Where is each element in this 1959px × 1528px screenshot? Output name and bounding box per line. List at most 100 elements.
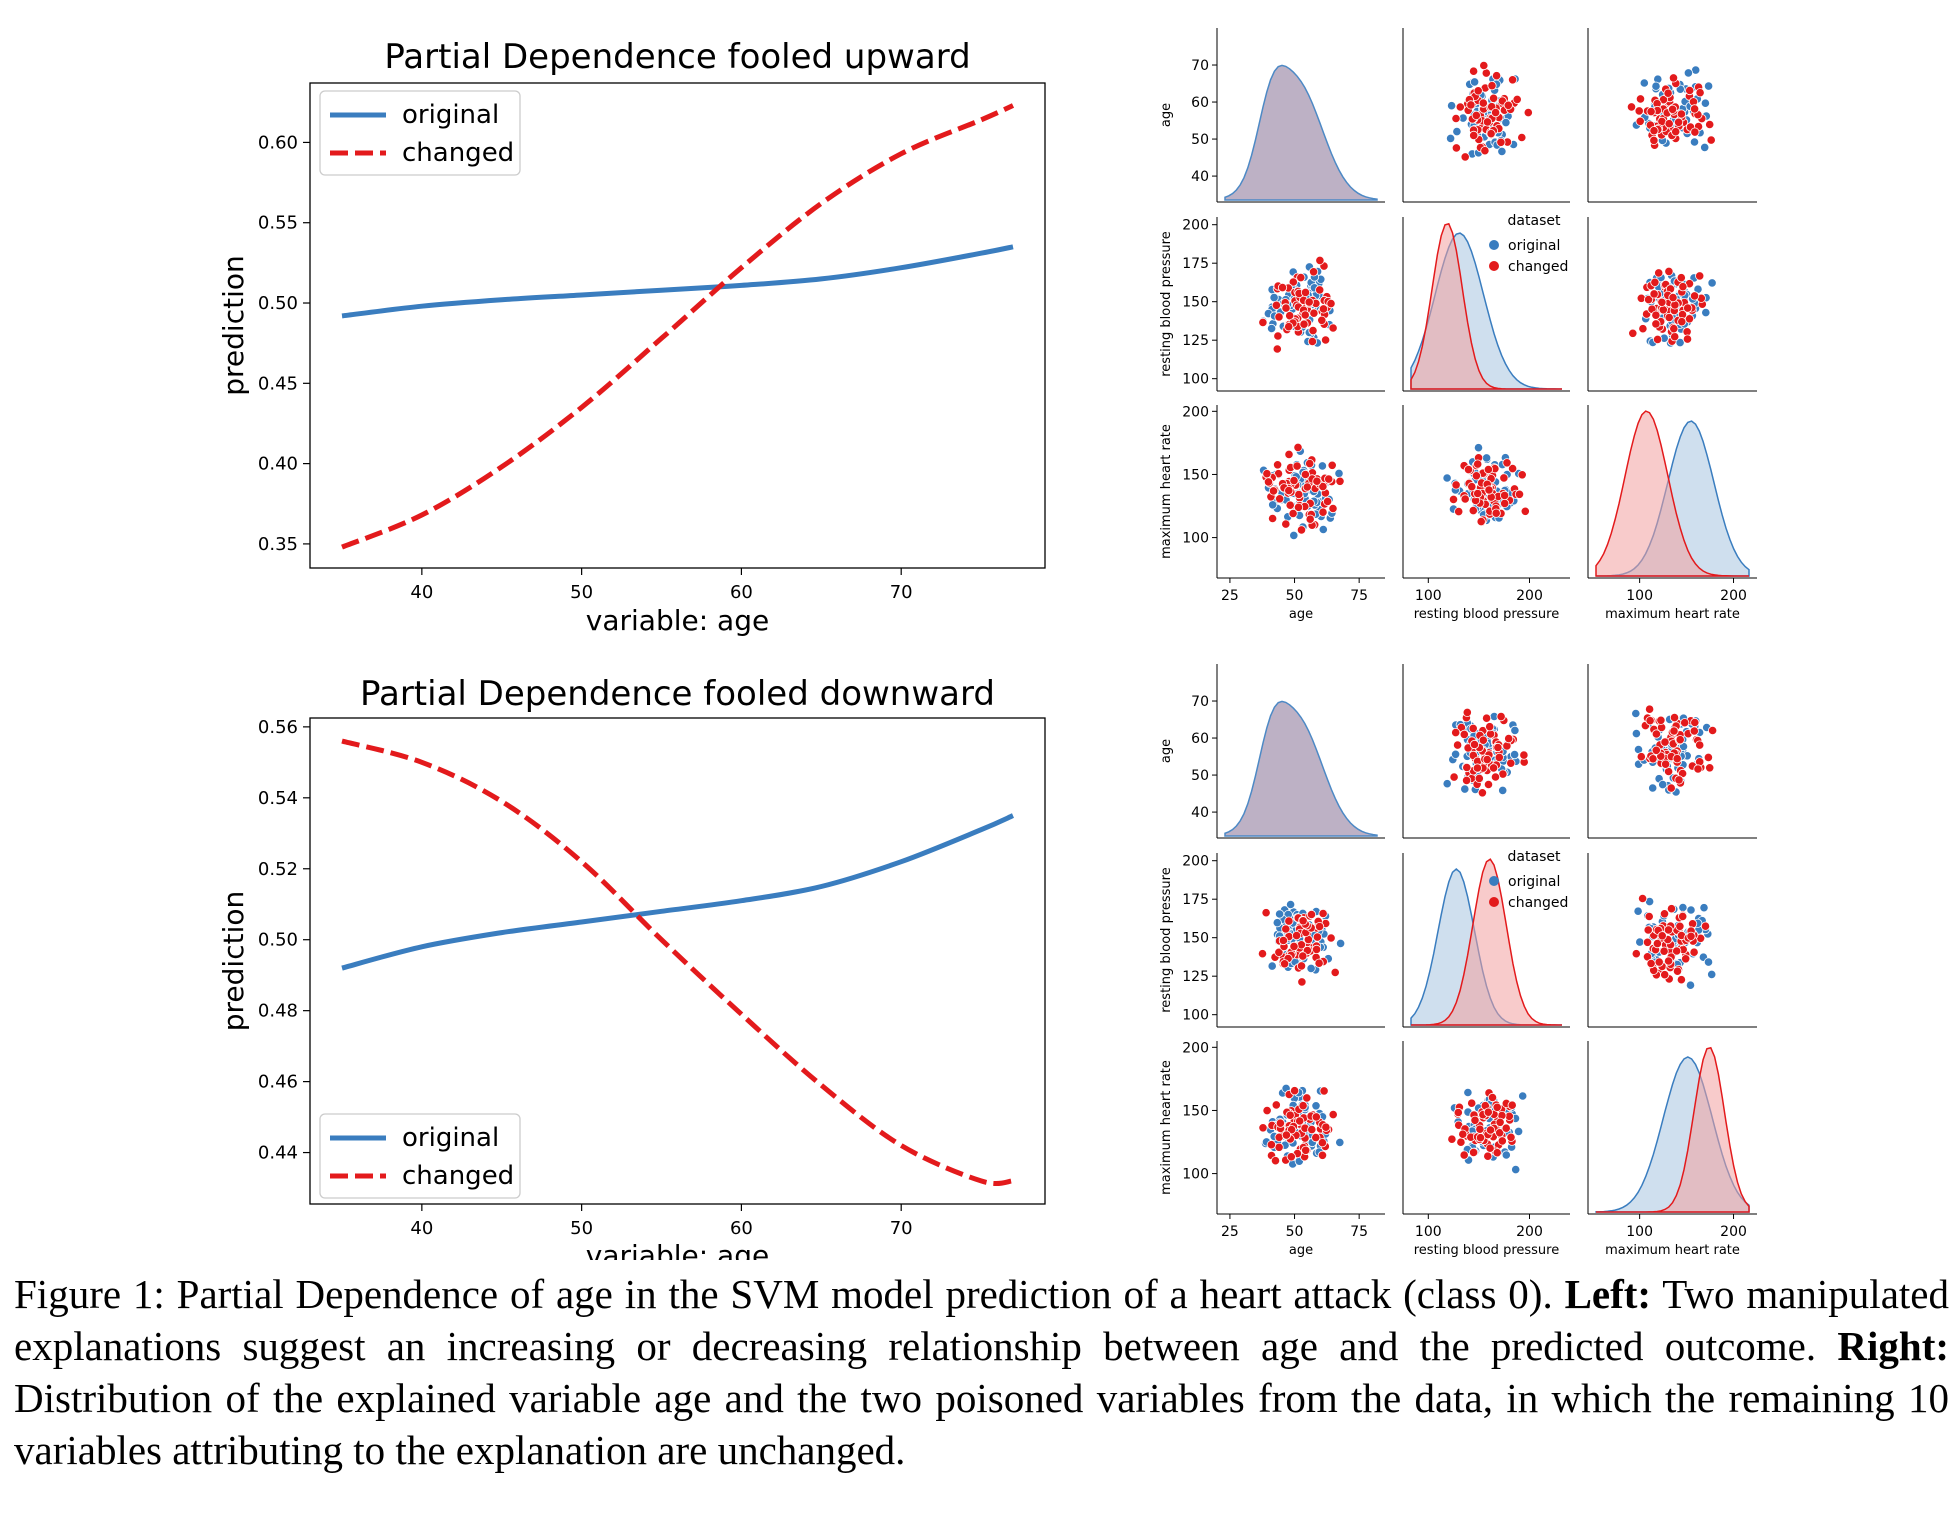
scatter-point-changed: [1626, 102, 1637, 112]
scatter-point-original: [1451, 749, 1461, 759]
kde-changed: [1596, 1046, 1750, 1213]
scatter-point-changed: [1648, 754, 1658, 764]
x-tick-label: 25: [1221, 588, 1239, 604]
scatter-point-changed: [1285, 500, 1295, 510]
pair-cell-r1-c0: [1216, 853, 1385, 1028]
scatter-point-changed: [1683, 303, 1693, 313]
scatter-point-changed: [1286, 1152, 1296, 1162]
scatter-point-changed: [1459, 729, 1469, 740]
caption-right-label: Right:: [1837, 1323, 1949, 1369]
scatter-point-changed: [1468, 505, 1478, 516]
scatter-point-original: [1701, 307, 1711, 318]
scatter-point-changed: [1520, 506, 1530, 516]
y-tick-label: 0.52: [258, 859, 298, 880]
scatter-point-changed: [1448, 494, 1459, 504]
scatter-point-changed: [1644, 911, 1654, 922]
pair-legend-label-original: original: [1508, 238, 1560, 254]
scatter-point-changed: [1284, 916, 1294, 926]
scatter-point-changed: [1653, 334, 1663, 344]
scatter-point-changed: [1512, 94, 1522, 105]
x-tick-label: 200: [1720, 588, 1747, 604]
scatter-point-changed: [1449, 772, 1459, 782]
scatter-point-changed: [1649, 135, 1659, 145]
scatter-point-original: [1452, 127, 1462, 137]
scatter-point-changed: [1466, 100, 1476, 110]
scatter-point-changed: [1470, 1115, 1480, 1125]
scatter-point-changed: [1490, 772, 1501, 782]
scatter-point-changed: [1495, 1128, 1505, 1138]
x-tick-label: 40: [410, 582, 433, 603]
scatter-point-changed: [1645, 704, 1655, 714]
scatter-point-changed: [1455, 102, 1465, 112]
series-line-changed: [341, 738, 1014, 1187]
scatter-point-changed: [1315, 921, 1325, 932]
scatter-point-changed: [1654, 957, 1664, 967]
scatter-point-original: [1703, 957, 1714, 967]
scatter-point-changed: [1473, 488, 1483, 499]
scatter-point-changed: [1274, 312, 1284, 322]
scatter-point-original: [1501, 118, 1511, 128]
scatter-point-changed: [1296, 272, 1306, 283]
y-tick-label: 0.40: [258, 454, 298, 475]
scatter-point-changed: [1328, 503, 1338, 514]
scatter-point-changed: [1312, 476, 1322, 486]
pair-cell-r0-c1: [1402, 664, 1570, 839]
scatter-point-changed: [1309, 267, 1319, 277]
scatter-point-changed: [1690, 291, 1700, 301]
scatter-point-original: [1699, 903, 1709, 913]
scatter-point-changed: [1456, 1137, 1466, 1147]
scatter-point-changed: [1495, 1117, 1505, 1127]
scatter-point-changed: [1262, 469, 1272, 479]
y-tick-label: 0.50: [258, 293, 298, 314]
scatter-point-changed: [1307, 1125, 1317, 1135]
scatter-point-changed: [1483, 1107, 1493, 1117]
y-tick-label: 0.46: [258, 1072, 298, 1093]
x-tick-label: 100: [1415, 1224, 1442, 1240]
pair-legend-label-changed: changed: [1508, 259, 1568, 275]
scatter-point-changed: [1669, 324, 1679, 334]
scatter-point-changed: [1485, 1143, 1495, 1153]
pair-cell-r0-c1: [1402, 28, 1570, 203]
y-tick-label: 60: [1191, 95, 1209, 111]
x-tick-label: 60: [730, 1218, 753, 1239]
scatter-point-changed: [1703, 752, 1714, 763]
scatter-point-changed: [1451, 143, 1462, 153]
scatter-point-changed: [1663, 925, 1674, 935]
scatter-point-changed: [1257, 949, 1268, 959]
scatter-point-changed: [1318, 908, 1328, 919]
scatter-point-changed: [1318, 304, 1329, 314]
y-tick-label: 150: [1182, 931, 1209, 947]
scatter-point-changed: [1311, 1133, 1321, 1143]
scatter-point-changed: [1669, 712, 1680, 723]
scatter-point-original: [1648, 783, 1658, 793]
scatter-point-changed: [1660, 737, 1670, 747]
scatter-point-changed: [1463, 464, 1474, 475]
scatter-point-changed: [1324, 474, 1334, 484]
y-tick-label: 200: [1182, 404, 1209, 420]
scatter-point-changed: [1500, 490, 1510, 500]
scatter-point-original: [1678, 902, 1688, 913]
y-axis-label: prediction: [217, 891, 250, 1031]
scatter-point-changed: [1298, 916, 1308, 926]
pair-cell-r1-c1: [1402, 217, 1570, 392]
scatter-point-changed: [1672, 946, 1682, 956]
x-tick-label: 100: [1626, 588, 1653, 604]
scatter-point-changed: [1471, 471, 1482, 481]
scatter-point-changed: [1675, 735, 1685, 745]
scatter-point-changed: [1321, 1122, 1331, 1132]
chart-title: Partial Dependence fooled upward: [384, 37, 970, 77]
scatter-point-changed: [1296, 525, 1307, 535]
scatter-point-original: [1633, 906, 1643, 916]
scatter-point-changed: [1670, 332, 1680, 342]
scatter-point-changed: [1484, 485, 1494, 495]
scatter-point-changed: [1502, 458, 1512, 468]
scatter-point-changed: [1482, 754, 1492, 765]
scatter-point-changed: [1289, 475, 1299, 486]
scatter-point-changed: [1678, 911, 1688, 922]
scatter-point-changed: [1506, 1132, 1516, 1142]
scatter-point-changed: [1643, 925, 1653, 935]
x-tick-label: 40: [410, 1218, 433, 1239]
scatter-point-original: [1442, 779, 1452, 789]
scatter-point-changed: [1523, 108, 1533, 118]
scatter-point-changed: [1651, 745, 1661, 755]
